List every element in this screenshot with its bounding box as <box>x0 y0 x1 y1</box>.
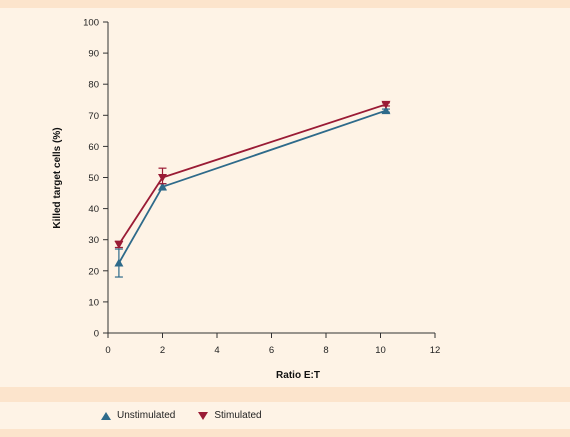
legend-label-unstimulated: Unstimulated <box>117 410 176 421</box>
x-tick-label: 6 <box>269 345 274 356</box>
y-tick-label: 80 <box>88 80 99 91</box>
series-stimulated <box>114 100 391 249</box>
data-point <box>381 106 391 115</box>
data-point <box>158 174 167 182</box>
x-tick-label: 10 <box>375 345 386 356</box>
x-tick-label: 8 <box>323 345 328 356</box>
axes <box>107 22 435 334</box>
x-axis-label: Ratio E:T <box>276 370 320 381</box>
x-tick-label: 12 <box>430 345 441 356</box>
y-tick-label: 10 <box>88 297 99 308</box>
y-tick-label: 30 <box>88 235 99 246</box>
y-tick-label: 0 <box>94 329 99 340</box>
y-tick-label: 60 <box>88 142 99 153</box>
series-unstimulated <box>114 106 391 278</box>
y-tick-label: 50 <box>88 173 99 184</box>
legend-item-stimulated: Stimulated <box>197 410 262 421</box>
series-group <box>114 100 391 278</box>
legend-item-unstimulated: Unstimulated <box>100 410 175 421</box>
y-tick-label: 20 <box>88 266 99 277</box>
x-tick-label: 4 <box>214 345 219 356</box>
line-chart: 0 10 20 30 40 50 60 70 80 90 100 0 2 4 6 8 10 12 Killed t… <box>52 18 440 382</box>
y-tick-label: 70 <box>88 111 99 122</box>
x-tick-label: 0 <box>105 345 110 356</box>
data-point <box>381 100 391 109</box>
y-tick-label: 90 <box>88 49 99 60</box>
y-axis-label: Killed target cells (%) <box>52 127 63 228</box>
y-tick-label: 40 <box>88 204 99 215</box>
legend-label-stimulated: Stimulated <box>214 410 262 421</box>
chart-panel: 0 10 20 30 40 50 60 70 80 90 100 0 2 4 6 8 10 12 Killed t… <box>0 8 570 387</box>
data-point <box>158 182 167 191</box>
axis-ticks: 0 10 20 30 40 50 60 70 80 90 100 0 2 4 6 8 10 12 <box>83 18 440 357</box>
legend: Unstimulated Stimulated <box>0 402 570 429</box>
series-line <box>118 109 387 264</box>
triangle-up-marker-icon <box>101 411 111 420</box>
x-tick-label: 2 <box>160 345 165 356</box>
triangle-down-marker-icon <box>198 411 209 420</box>
y-tick-label: 100 <box>83 18 99 29</box>
data-point <box>114 240 124 249</box>
data-point <box>114 258 124 267</box>
legend-items: Unstimulated Stimulated <box>100 410 284 421</box>
